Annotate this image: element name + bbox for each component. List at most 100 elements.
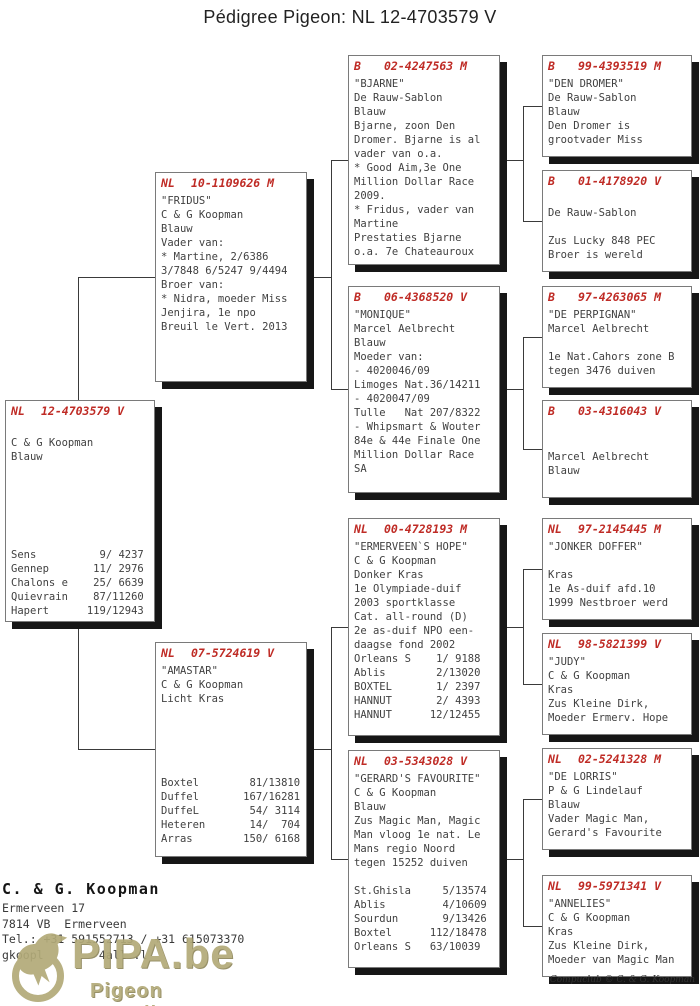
pedigree-box-dam-dam-dam: NL 99-5971341 V "ANNELIES" C & G Koopman … xyxy=(542,875,692,977)
pigeon-details: "AMASTAR" C & G Koopman Licht Kras Boxte… xyxy=(161,665,301,845)
owner-name: C. & G. Koopman xyxy=(2,880,160,898)
country-code: B xyxy=(548,59,555,73)
connector-line xyxy=(78,277,155,278)
country-code: NL xyxy=(548,752,562,766)
pipa-logo-subtext: Pigeon Paradise xyxy=(90,980,180,1006)
connector-line xyxy=(523,569,524,684)
ring-value: 99-4393519 M xyxy=(578,59,662,73)
pedigree-box-sire-sire: B 02-4247563 M "BJARNE" De Rauw-Sablon Bl… xyxy=(348,55,500,265)
pigeon-details: "ERMERVEEN`S HOPE" C & G Koopman Donker … xyxy=(354,541,481,721)
ring-number: B 01-4178920 V xyxy=(548,174,686,189)
connector-line xyxy=(331,859,348,860)
connector-line xyxy=(523,569,542,570)
ring-number: NL 02-5241328 M xyxy=(548,752,686,767)
connector-line xyxy=(523,106,524,221)
pigeon-details: De Rauw-Sablon Zus Lucky 848 PEC Broer i… xyxy=(548,207,656,261)
pedigree-box-dam-sire-sire: NL 97-2145445 M "JONKER DOFFER" Kras 1e A… xyxy=(542,518,692,620)
pedigree-box-sire-sire-sire: B 99-4393519 M "DEN DROMER" De Rauw-Sablo… xyxy=(542,55,692,157)
ring-number: NL 97-2145445 M xyxy=(548,522,686,537)
ring-number: B 02-4247563 M xyxy=(354,59,494,74)
connector-line xyxy=(523,926,542,927)
pigeon-details: "DEN DROMER" De Rauw-Sablon Blauw Den Dr… xyxy=(548,78,643,146)
pedigree-box-dam: NL 07-5724619 V "AMASTAR" C & G Koopman L… xyxy=(155,642,307,857)
country-code: NL xyxy=(11,404,25,418)
pigeon-details: "MONIQUE" Marcel Aelbrecht Blauw Moeder … xyxy=(354,309,481,475)
connector-line xyxy=(523,799,542,800)
ring-value: 98-5821399 V xyxy=(578,637,662,651)
ring-value: 97-4263065 M xyxy=(578,290,662,304)
ring-number: B 99-4393519 M xyxy=(548,59,686,74)
connector-line xyxy=(523,221,542,222)
pigeon-details: "DE PERPIGNAN" Marcel Aelbrecht 1e Nat.C… xyxy=(548,309,675,377)
connector-line xyxy=(500,627,523,628)
connector-line xyxy=(523,337,524,449)
ring-number: NL 00-4728193 M xyxy=(354,522,494,537)
ring-number: NL 99-5971341 V xyxy=(548,879,686,894)
connector-line xyxy=(307,277,331,278)
connector-line xyxy=(500,389,523,390)
ring-value: 07-5724619 V xyxy=(191,646,275,660)
country-code: B xyxy=(548,404,555,418)
ring-number: NL 07-5724619 V xyxy=(161,646,301,661)
connector-line xyxy=(523,684,542,685)
pigeon-details: "ANNELIES" C & G Koopman Kras Zus Kleine… xyxy=(548,898,675,966)
connector-line xyxy=(307,749,331,750)
ring-value: 02-5241328 M xyxy=(578,752,662,766)
connector-line xyxy=(331,160,332,389)
ring-number: NL 10-1109626 M xyxy=(161,176,301,191)
connector-line xyxy=(523,449,542,450)
pedigree-box-dam-dam: NL 03-5343028 V "GERARD'S FAVOURITE" C & … xyxy=(348,750,500,968)
ring-value: 01-4178920 V xyxy=(578,174,662,188)
country-code: B xyxy=(548,174,555,188)
pigeon-details: "BJARNE" De Rauw-Sablon Blauw Bjarne, zo… xyxy=(354,78,481,258)
connector-line xyxy=(331,627,332,859)
pedigree-box-sire: NL 10-1109626 M "FRIDUS" C & G Koopman Bl… xyxy=(155,172,307,382)
ring-value: 03-5343028 V xyxy=(384,754,468,768)
ring-number: NL 03-5343028 V xyxy=(354,754,494,769)
pedigree-box-sire-dam-sire: B 97-4263065 M "DE PERPIGNAN" Marcel Aelb… xyxy=(542,286,692,388)
country-code: NL xyxy=(161,176,175,190)
country-code: NL xyxy=(354,522,368,536)
compuclub-credit: Compuclub © C. & G. Koopman xyxy=(549,975,695,985)
pigeon-details: "GERARD'S FAVOURITE" C & G Koopman Blauw… xyxy=(354,773,487,953)
connector-line xyxy=(331,160,348,161)
connector-line xyxy=(523,106,542,107)
pedigree-box-subject: NL 12-4703579 V C & G Koopman Blauw Sens … xyxy=(5,400,155,622)
connector-line xyxy=(523,799,524,926)
pigeon-details: "JONKER DOFFER" Kras 1e As-duif afd.10 1… xyxy=(548,541,669,609)
pigeon-details: "FRIDUS" C & G Koopman Blauw Vader van: … xyxy=(161,195,288,333)
pigeon-details: "JUDY" C & G Koopman Kras Zus Kleine Dir… xyxy=(548,656,669,724)
ring-number: B 97-4263065 M xyxy=(548,290,686,305)
ring-value: 06-4368520 V xyxy=(384,290,468,304)
ring-number: B 03-4316043 V xyxy=(548,404,686,419)
page-title: Pédigree Pigeon: NL 12-4703579 V xyxy=(203,7,497,27)
country-code: NL xyxy=(161,646,175,660)
country-code: B xyxy=(354,59,361,73)
connector-line xyxy=(331,627,348,628)
pedigree-box-dam-sire: NL 00-4728193 M "ERMERVEEN`S HOPE" C & G … xyxy=(348,518,500,736)
connector-line xyxy=(523,337,542,338)
country-code: B xyxy=(354,290,361,304)
connector-line xyxy=(78,622,79,749)
ring-value: 00-4728193 M xyxy=(384,522,468,536)
pigeon-details: C & G Koopman Blauw Sens 9/ 4237 Gennep … xyxy=(11,437,144,617)
connector-line xyxy=(78,277,79,400)
country-code: NL xyxy=(354,754,368,768)
ring-number: NL 98-5821399 V xyxy=(548,637,686,652)
ring-value: 97-2145445 M xyxy=(578,522,662,536)
country-code: B xyxy=(548,290,555,304)
connector-line xyxy=(331,389,348,390)
pedigree-box-sire-dam: B 06-4368520 V "MONIQUE" Marcel Aelbrecht… xyxy=(348,286,500,493)
pigeon-details: "DE LORRIS" P & G Lindelauf Blauw Vader … xyxy=(548,771,662,839)
pedigree-box-sire-dam-dam: B 03-4316043 V Marcel Aelbrecht Blauw xyxy=(542,400,692,498)
pigeon-icon xyxy=(17,933,68,986)
connector-line xyxy=(78,749,155,750)
country-code: NL xyxy=(548,637,562,651)
ring-value: 03-4316043 V xyxy=(578,404,662,418)
ring-value: 99-5971341 V xyxy=(578,879,662,893)
ring-value: 10-1109626 M xyxy=(191,176,275,190)
connector-line xyxy=(500,160,523,161)
connector-line xyxy=(500,859,523,860)
ring-value: 02-4247563 M xyxy=(384,59,468,73)
